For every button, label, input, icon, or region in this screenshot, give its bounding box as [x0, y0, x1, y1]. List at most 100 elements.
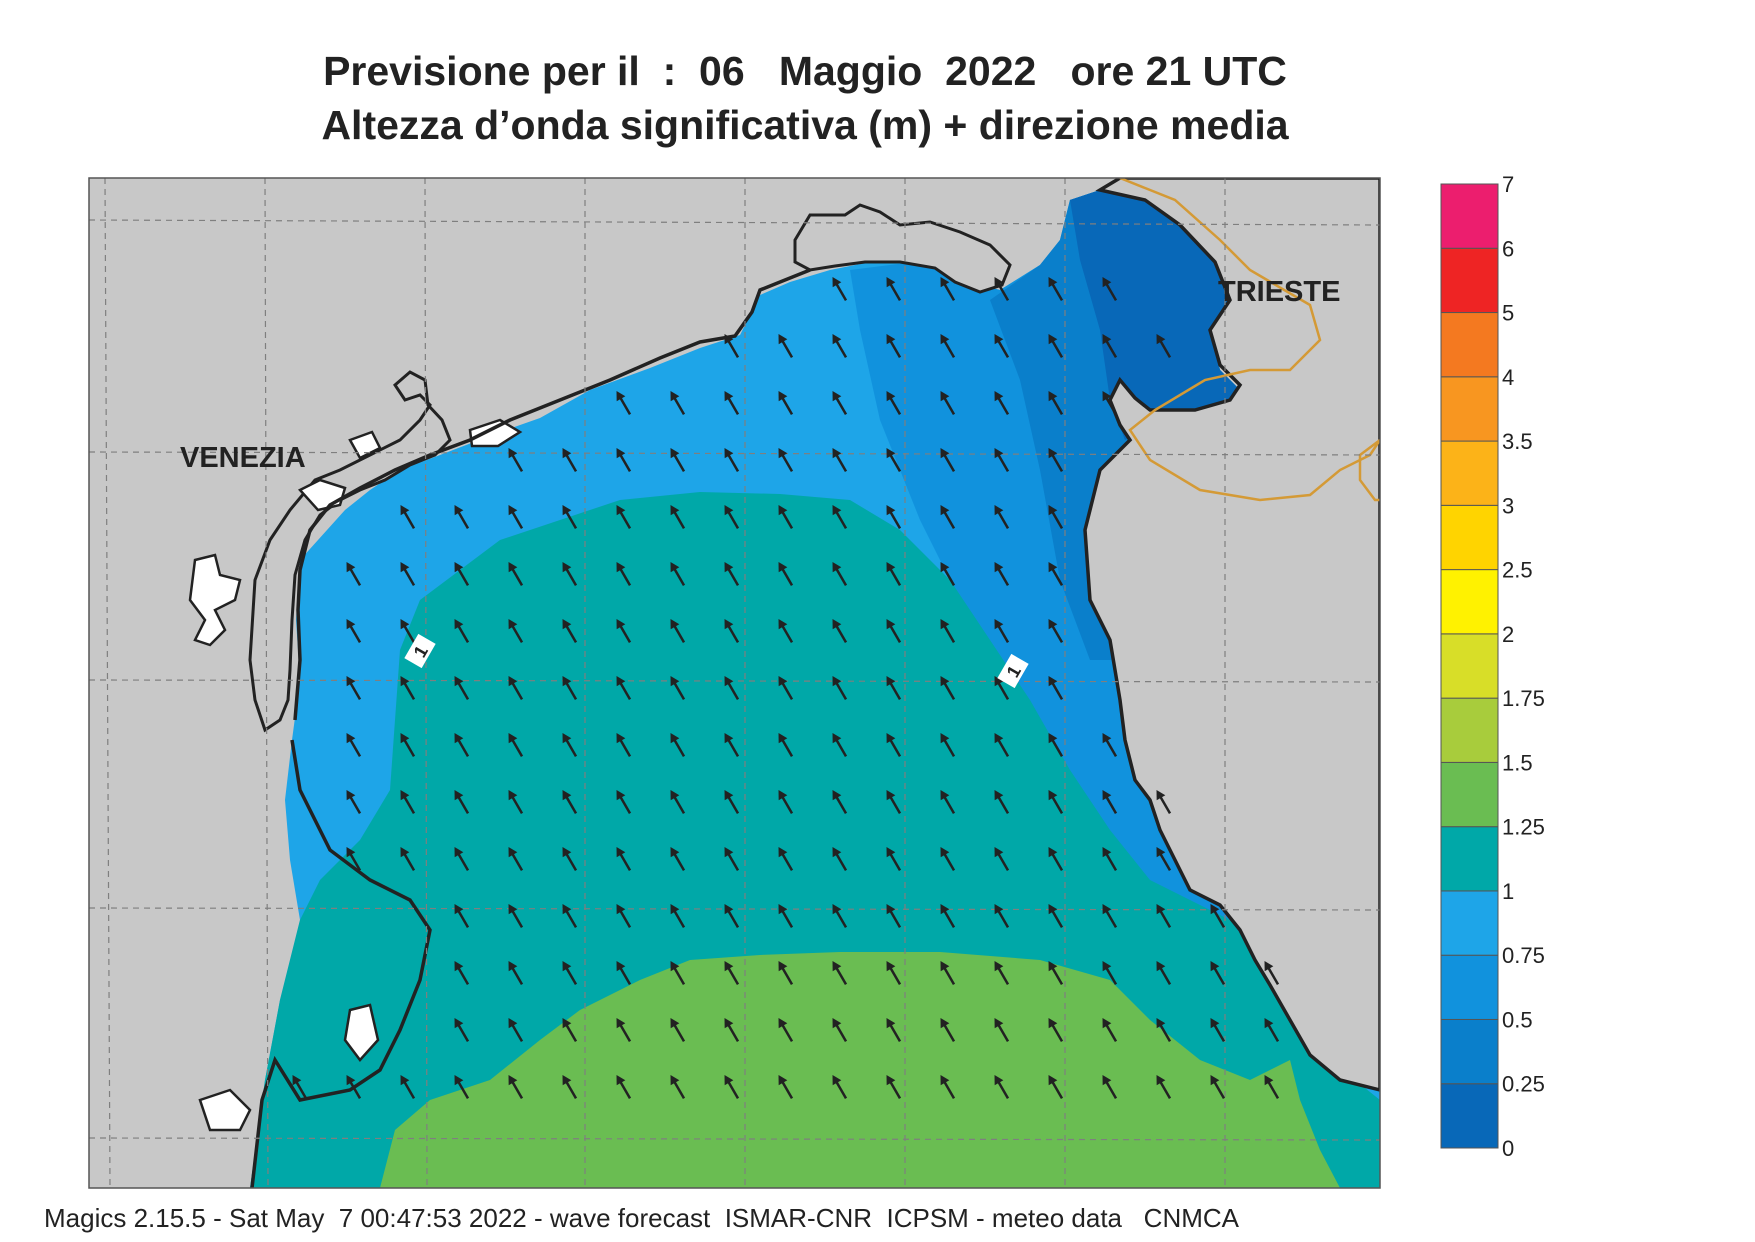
colorbar-tick-label: 0.25: [1502, 1072, 1545, 1097]
wave-arrow: [778, 676, 794, 701]
wave-arrow: [940, 790, 956, 815]
colorbar-tick-label: 5: [1502, 301, 1514, 326]
wave-arrow: [1048, 733, 1064, 758]
colorbar-tick-label: 0.75: [1502, 943, 1545, 968]
wave-arrow: [346, 847, 362, 872]
wave-arrow: [832, 391, 848, 416]
wave-arrow: [886, 391, 902, 416]
colorbar-swatch: [1440, 633, 1499, 699]
wave-arrow: [616, 505, 632, 530]
wave-arrow: [724, 676, 740, 701]
map-title: Previsione per il : 06 Maggio 2022 ore 2…: [323, 48, 1287, 94]
wave-arrow: [454, 904, 470, 929]
colorbar-swatch: [1440, 376, 1499, 442]
wave-arrow: [886, 562, 902, 587]
wave-arrow: [1264, 1075, 1280, 1100]
wave-arrow: [562, 505, 578, 530]
wave-arrow: [778, 961, 794, 986]
wave-arrow: [670, 505, 686, 530]
wave-arrow: [940, 448, 956, 473]
colorbar-tick-label: 2: [1502, 622, 1514, 647]
wave-arrow: [832, 733, 848, 758]
wave-arrow: [1264, 961, 1280, 986]
colorbar-tick-label: 1.25: [1502, 815, 1545, 840]
colorbar-tick-label: 3.5: [1502, 429, 1533, 454]
wave-arrow: [616, 562, 632, 587]
wave-arrow: [724, 1018, 740, 1043]
colorbar-swatch: [1440, 761, 1499, 828]
wave-arrow: [400, 847, 416, 872]
wave-arrow: [400, 790, 416, 815]
wave-arrow: [832, 904, 848, 929]
wave-arrow: [886, 961, 902, 986]
wave-arrow: [508, 676, 524, 701]
colorbar-swatch: [1440, 1018, 1499, 1085]
wave-arrow: [1048, 277, 1064, 302]
colorbar-tick-label: 1.75: [1502, 686, 1545, 711]
wave-arrow: [778, 391, 794, 416]
wave-direction-arrows: [292, 277, 1280, 1100]
wave-arrow: [616, 448, 632, 473]
wave-arrow: [616, 676, 632, 701]
lagoon-water: [468, 418, 523, 448]
wave-arrow: [616, 1075, 632, 1100]
wave-arrow: [994, 505, 1010, 530]
wave-arrow: [994, 676, 1010, 701]
wave-arrow: [1048, 562, 1064, 587]
wave-arrow: [508, 733, 524, 758]
wave-arrow: [616, 790, 632, 815]
wave-arrow: [994, 733, 1010, 758]
wave-arrow: [886, 1075, 902, 1100]
wave-arrow: [508, 1018, 524, 1043]
wave-arrow: [562, 904, 578, 929]
colorbar-swatch: [1440, 504, 1499, 571]
wave-arrow: [994, 790, 1010, 815]
wave-arrow: [346, 733, 362, 758]
wave-arrow: [400, 562, 416, 587]
map-frame: [88, 177, 1381, 1189]
colorbar-swatch: [1440, 183, 1499, 249]
wave-arrow: [940, 277, 956, 302]
wave-arrow: [670, 961, 686, 986]
city-label-venezia: VENEZIA: [180, 442, 306, 474]
wave-arrow: [616, 619, 632, 644]
wave-arrow: [1048, 676, 1064, 701]
istria-land: [793, 203, 1012, 294]
wave-arrow: [562, 619, 578, 644]
wave-arrow: [832, 847, 848, 872]
wave-arrow: [832, 334, 848, 359]
wave-arrow: [616, 1018, 632, 1043]
wave-arrow: [508, 448, 524, 473]
wave-arrow: [994, 619, 1010, 644]
wave-arrow: [832, 676, 848, 701]
wave-arrow: [1102, 391, 1118, 416]
colorbar-tick-label: 4: [1502, 365, 1514, 390]
wave-arrow: [1048, 1018, 1064, 1043]
wave-arrow: [724, 448, 740, 473]
wave-arrow: [454, 1018, 470, 1043]
wave-arrow: [778, 790, 794, 815]
colorbar-swatch: [1440, 440, 1499, 506]
wave-arrow: [1156, 790, 1172, 815]
wave-arrow: [616, 847, 632, 872]
wave-arrow: [994, 961, 1010, 986]
wave-arrow: [1102, 904, 1118, 929]
wave-arrow: [886, 733, 902, 758]
wave-arrow: [778, 847, 794, 872]
wave-arrow: [616, 733, 632, 758]
wave-arrow: [562, 562, 578, 587]
wave-arrow: [832, 1075, 848, 1100]
wave-arrow: [1210, 961, 1226, 986]
wave-arrow: [508, 1075, 524, 1100]
wave-arrow: [724, 733, 740, 758]
wave-arrow: [886, 1018, 902, 1043]
wave-arrow: [886, 847, 902, 872]
wave-arrow: [994, 277, 1010, 302]
wave-arrow: [508, 562, 524, 587]
colorbar-tick-label: 0: [1502, 1136, 1514, 1161]
wave-arrow: [724, 334, 740, 359]
wave-arrow: [994, 334, 1010, 359]
wave-arrow: [400, 619, 416, 644]
colorbar-swatch: [1440, 1083, 1499, 1149]
sea-band-0-025: [1070, 190, 1240, 440]
